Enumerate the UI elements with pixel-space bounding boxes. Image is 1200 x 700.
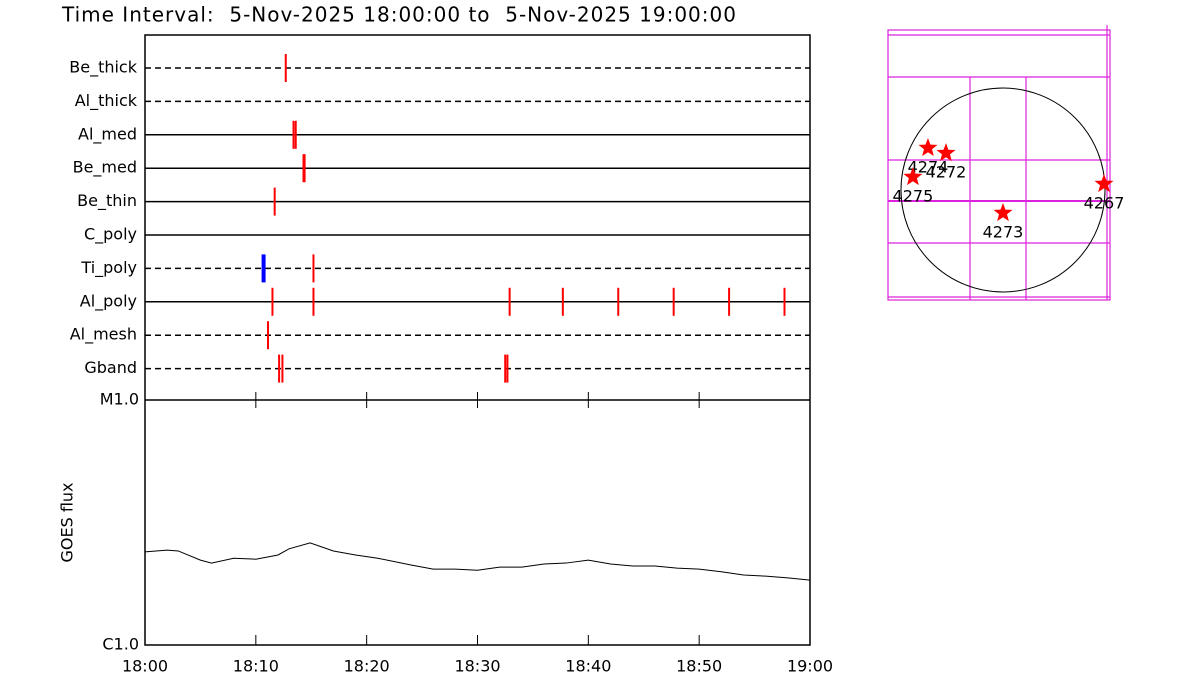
x-tick-label: 18:20: [344, 657, 390, 676]
region-label: 4272: [926, 163, 967, 182]
row-label: Be_thin: [77, 191, 137, 211]
row-label: C_poly: [84, 225, 137, 245]
x-tick-label: 18:50: [676, 657, 722, 676]
region-label: 4267: [1084, 194, 1125, 213]
row-label: Be_thick: [69, 58, 137, 78]
y-tick-label: M1.0: [100, 390, 139, 409]
x-tick-label: 18:00: [122, 657, 168, 676]
x-tick-label: 18:30: [454, 657, 500, 676]
y-axis-label: GOES flux: [58, 482, 77, 562]
row-label: Al_thick: [75, 91, 138, 111]
region-label: 4275: [893, 187, 934, 206]
goes-line: [144, 542, 811, 581]
x-tick-label: 19:00: [787, 657, 833, 676]
y-tick-label: C1.0: [102, 635, 139, 654]
x-tick-label: 18:40: [565, 657, 611, 676]
row-label: Gband: [84, 358, 137, 377]
row-label: Al_poly: [80, 291, 137, 311]
region-star: [993, 203, 1013, 222]
region-star: [903, 167, 923, 186]
region-star: [918, 138, 938, 156]
region-star: [1094, 174, 1114, 193]
solar-limb: [900, 87, 1106, 293]
map-grid: [887, 25, 1111, 301]
row-label: Be_med: [73, 158, 137, 178]
region-label: 4273: [983, 222, 1024, 241]
x-tick-label: 18:10: [233, 657, 279, 676]
row-label: Al_mesh: [70, 325, 137, 345]
row-label: Ti_poly: [80, 258, 137, 278]
frame: [144, 34, 811, 646]
title: Time Interval: 5-Nov-2025 18:00:00 to 5-…: [61, 3, 737, 27]
row-label: Al_med: [78, 124, 137, 144]
region-star: [936, 143, 956, 162]
region-label: 4274: [908, 157, 949, 176]
